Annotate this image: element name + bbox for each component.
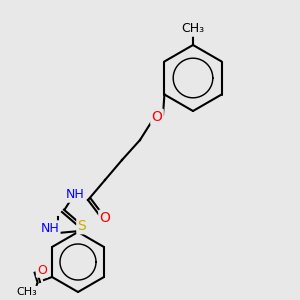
Text: O: O	[37, 263, 47, 277]
Text: CH₃: CH₃	[182, 22, 205, 35]
Text: NH: NH	[40, 221, 59, 235]
Text: S: S	[78, 219, 86, 233]
Text: O: O	[152, 110, 162, 124]
Text: CH₃: CH₃	[16, 287, 38, 297]
Text: O: O	[100, 211, 110, 225]
Text: NH: NH	[66, 188, 84, 202]
